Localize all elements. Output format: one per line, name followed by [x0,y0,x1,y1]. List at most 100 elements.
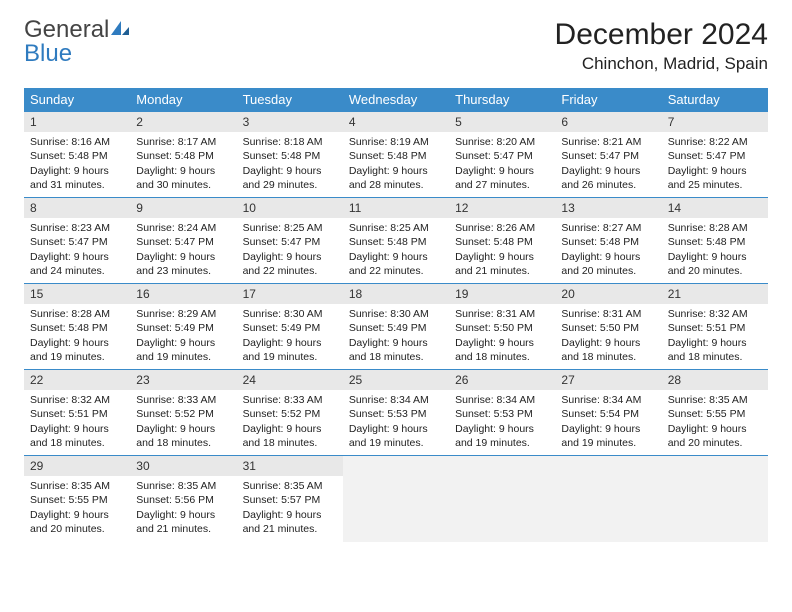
weekday-header: Thursday [449,88,555,112]
day-number: 5 [449,112,555,132]
calendar-cell [343,456,449,542]
day-number: 4 [343,112,449,132]
day-number: 10 [237,198,343,218]
weekday-header: Monday [130,88,236,112]
day-body: Sunrise: 8:18 AMSunset: 5:48 PMDaylight:… [237,132,343,196]
day-number: 14 [662,198,768,218]
calendar-cell: 16Sunrise: 8:29 AMSunset: 5:49 PMDayligh… [130,284,236,370]
day-body: Sunrise: 8:17 AMSunset: 5:48 PMDaylight:… [130,132,236,196]
weekday-header: Sunday [24,88,130,112]
day-body: Sunrise: 8:33 AMSunset: 5:52 PMDaylight:… [130,390,236,454]
calendar-cell: 7Sunrise: 8:22 AMSunset: 5:47 PMDaylight… [662,112,768,198]
brand-logo: GeneralBlue [24,18,131,66]
day-body: Sunrise: 8:30 AMSunset: 5:49 PMDaylight:… [343,304,449,368]
day-body: Sunrise: 8:28 AMSunset: 5:48 PMDaylight:… [24,304,130,368]
day-number: 31 [237,456,343,476]
day-body: Sunrise: 8:26 AMSunset: 5:48 PMDaylight:… [449,218,555,282]
calendar-cell: 12Sunrise: 8:26 AMSunset: 5:48 PMDayligh… [449,198,555,284]
day-body: Sunrise: 8:34 AMSunset: 5:54 PMDaylight:… [555,390,661,454]
day-body: Sunrise: 8:28 AMSunset: 5:48 PMDaylight:… [662,218,768,282]
day-body: Sunrise: 8:20 AMSunset: 5:47 PMDaylight:… [449,132,555,196]
day-number: 29 [24,456,130,476]
calendar-cell: 10Sunrise: 8:25 AMSunset: 5:47 PMDayligh… [237,198,343,284]
calendar-cell: 3Sunrise: 8:18 AMSunset: 5:48 PMDaylight… [237,112,343,198]
brand-name-1: General [24,16,109,43]
day-body: Sunrise: 8:27 AMSunset: 5:48 PMDaylight:… [555,218,661,282]
calendar-cell: 18Sunrise: 8:30 AMSunset: 5:49 PMDayligh… [343,284,449,370]
day-body: Sunrise: 8:34 AMSunset: 5:53 PMDaylight:… [449,390,555,454]
day-body: Sunrise: 8:35 AMSunset: 5:57 PMDaylight:… [237,476,343,540]
day-body: Sunrise: 8:16 AMSunset: 5:48 PMDaylight:… [24,132,130,196]
day-number: 21 [662,284,768,304]
brand-name: GeneralBlue [24,18,131,66]
calendar-cell: 1Sunrise: 8:16 AMSunset: 5:48 PMDaylight… [24,112,130,198]
day-body: Sunrise: 8:19 AMSunset: 5:48 PMDaylight:… [343,132,449,196]
day-body: Sunrise: 8:32 AMSunset: 5:51 PMDaylight:… [662,304,768,368]
day-number: 28 [662,370,768,390]
title-block: December 2024 Chinchon, Madrid, Spain [555,18,768,74]
day-number: 13 [555,198,661,218]
calendar-cell: 9Sunrise: 8:24 AMSunset: 5:47 PMDaylight… [130,198,236,284]
calendar-cell: 21Sunrise: 8:32 AMSunset: 5:51 PMDayligh… [662,284,768,370]
location: Chinchon, Madrid, Spain [555,54,768,74]
day-number: 3 [237,112,343,132]
day-body: Sunrise: 8:21 AMSunset: 5:47 PMDaylight:… [555,132,661,196]
weekday-header: Friday [555,88,661,112]
day-number: 27 [555,370,661,390]
calendar-cell: 30Sunrise: 8:35 AMSunset: 5:56 PMDayligh… [130,456,236,542]
weekday-header: Saturday [662,88,768,112]
calendar-cell: 11Sunrise: 8:25 AMSunset: 5:48 PMDayligh… [343,198,449,284]
day-body: Sunrise: 8:35 AMSunset: 5:56 PMDaylight:… [130,476,236,540]
calendar-cell: 25Sunrise: 8:34 AMSunset: 5:53 PMDayligh… [343,370,449,456]
day-number: 7 [662,112,768,132]
calendar-cell: 24Sunrise: 8:33 AMSunset: 5:52 PMDayligh… [237,370,343,456]
day-number: 19 [449,284,555,304]
calendar-cell: 26Sunrise: 8:34 AMSunset: 5:53 PMDayligh… [449,370,555,456]
day-number: 24 [237,370,343,390]
day-body: Sunrise: 8:25 AMSunset: 5:48 PMDaylight:… [343,218,449,282]
calendar-cell: 19Sunrise: 8:31 AMSunset: 5:50 PMDayligh… [449,284,555,370]
calendar-body: 1Sunrise: 8:16 AMSunset: 5:48 PMDaylight… [24,112,768,542]
weekday-header: Tuesday [237,88,343,112]
day-number: 18 [343,284,449,304]
calendar-row: 15Sunrise: 8:28 AMSunset: 5:48 PMDayligh… [24,284,768,370]
calendar-cell: 22Sunrise: 8:32 AMSunset: 5:51 PMDayligh… [24,370,130,456]
calendar-row: 1Sunrise: 8:16 AMSunset: 5:48 PMDaylight… [24,112,768,198]
day-number: 1 [24,112,130,132]
calendar-cell [662,456,768,542]
calendar-cell: 8Sunrise: 8:23 AMSunset: 5:47 PMDaylight… [24,198,130,284]
calendar-row: 29Sunrise: 8:35 AMSunset: 5:55 PMDayligh… [24,456,768,542]
day-body: Sunrise: 8:35 AMSunset: 5:55 PMDaylight:… [662,390,768,454]
sail-icon [109,18,131,42]
day-body: Sunrise: 8:25 AMSunset: 5:47 PMDaylight:… [237,218,343,282]
day-body: Sunrise: 8:34 AMSunset: 5:53 PMDaylight:… [343,390,449,454]
weekday-header: Wednesday [343,88,449,112]
weekday-header-row: SundayMondayTuesdayWednesdayThursdayFrid… [24,88,768,112]
calendar-table: SundayMondayTuesdayWednesdayThursdayFrid… [24,88,768,542]
day-number: 17 [237,284,343,304]
day-body: Sunrise: 8:24 AMSunset: 5:47 PMDaylight:… [130,218,236,282]
calendar-cell: 27Sunrise: 8:34 AMSunset: 5:54 PMDayligh… [555,370,661,456]
day-number: 25 [343,370,449,390]
day-number: 23 [130,370,236,390]
calendar-cell [555,456,661,542]
day-number: 16 [130,284,236,304]
day-number: 2 [130,112,236,132]
calendar-cell: 29Sunrise: 8:35 AMSunset: 5:55 PMDayligh… [24,456,130,542]
day-number: 9 [130,198,236,218]
calendar-cell: 23Sunrise: 8:33 AMSunset: 5:52 PMDayligh… [130,370,236,456]
day-body: Sunrise: 8:29 AMSunset: 5:49 PMDaylight:… [130,304,236,368]
day-number: 6 [555,112,661,132]
day-body: Sunrise: 8:31 AMSunset: 5:50 PMDaylight:… [555,304,661,368]
day-body: Sunrise: 8:30 AMSunset: 5:49 PMDaylight:… [237,304,343,368]
day-number: 26 [449,370,555,390]
calendar-cell: 17Sunrise: 8:30 AMSunset: 5:49 PMDayligh… [237,284,343,370]
calendar-cell [449,456,555,542]
calendar-cell: 13Sunrise: 8:27 AMSunset: 5:48 PMDayligh… [555,198,661,284]
day-number: 22 [24,370,130,390]
day-number: 20 [555,284,661,304]
day-number: 11 [343,198,449,218]
day-number: 8 [24,198,130,218]
brand-name-2: Blue [24,40,72,67]
calendar-cell: 2Sunrise: 8:17 AMSunset: 5:48 PMDaylight… [130,112,236,198]
